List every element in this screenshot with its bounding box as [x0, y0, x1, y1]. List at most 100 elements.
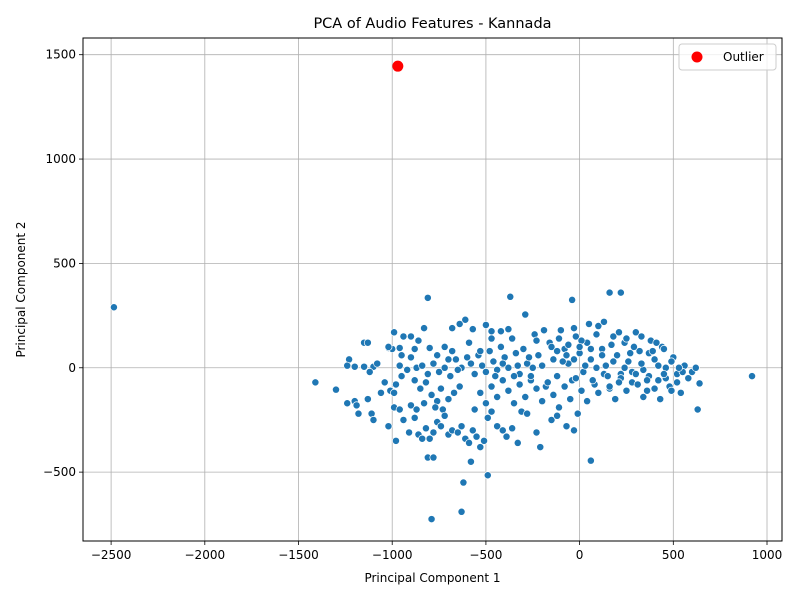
data-point: [667, 386, 676, 395]
data-point: [440, 411, 449, 420]
data-point: [674, 363, 683, 372]
data-point: [444, 395, 453, 404]
data-point: [377, 388, 385, 397]
data-point: [547, 342, 556, 351]
data-point: [418, 434, 427, 443]
data-point: [412, 405, 421, 414]
data-point: [384, 422, 393, 431]
data-point: [616, 288, 625, 297]
data-point: [534, 351, 543, 360]
data-point: [635, 347, 644, 356]
data-point: [586, 456, 595, 465]
data-point: [540, 326, 548, 335]
data-point: [594, 322, 603, 330]
data-point: [405, 428, 414, 437]
data-point: [498, 426, 507, 435]
data-point: [609, 332, 618, 341]
data-point: [659, 370, 668, 378]
data-point: [421, 378, 430, 387]
data-point: [352, 401, 361, 410]
data-point: [403, 365, 412, 374]
data-point: [487, 327, 496, 336]
data-point: [605, 382, 614, 391]
data-point: [693, 405, 702, 414]
data-point: [466, 457, 475, 466]
x-tick-label: −2500: [91, 548, 132, 562]
data-point: [536, 443, 545, 452]
data-point: [470, 370, 479, 378]
data-point: [493, 393, 502, 401]
y-axis-label: Principal Component 2: [14, 221, 28, 357]
data-point: [588, 376, 597, 385]
data-point: [433, 351, 442, 360]
data-point: [380, 378, 389, 387]
data-point: [504, 386, 513, 395]
data-point: [650, 384, 659, 393]
data-point: [586, 355, 595, 364]
data-point: [570, 426, 578, 435]
data-point: [392, 436, 400, 445]
data-point: [586, 345, 595, 353]
data-point: [498, 376, 507, 385]
data-point: [418, 361, 427, 370]
data-point: [652, 338, 661, 347]
data-point: [496, 327, 505, 336]
data-point: [481, 321, 490, 329]
data-point: [444, 355, 453, 364]
data-point: [555, 334, 563, 343]
data-point: [532, 428, 541, 437]
x-tick-label: −1000: [372, 548, 413, 562]
x-axis-ticks: −2500 −2000 −1500 −1000 −500 0 500 1000: [91, 541, 782, 562]
data-point: [558, 357, 567, 366]
data-point: [562, 422, 571, 431]
data-point: [450, 388, 459, 397]
data-point: [435, 367, 444, 376]
data-point: [643, 386, 652, 395]
data-point: [532, 384, 541, 393]
data-point: [555, 403, 563, 412]
data-point: [354, 409, 363, 418]
plot-frame: [82, 37, 783, 542]
data-point: [365, 367, 374, 376]
data-point: [420, 399, 429, 408]
data-point: [691, 363, 700, 372]
data-point: [360, 362, 369, 371]
data-point: [363, 395, 372, 404]
data-point: [476, 443, 485, 452]
x-tick-label: 0: [576, 548, 584, 562]
data-point: [453, 365, 462, 374]
data-point: [570, 324, 578, 333]
data-point: [568, 295, 577, 304]
data-point: [594, 388, 603, 397]
data-point: [601, 361, 610, 370]
data-point: [373, 359, 382, 368]
data-point: [485, 347, 494, 356]
data-point: [350, 362, 359, 371]
data-point: [406, 353, 415, 362]
data-point: [667, 357, 676, 366]
legend-marker-outlier: [691, 51, 703, 63]
y-tick-label: −500: [43, 465, 76, 479]
data-point: [571, 332, 580, 341]
data-point: [410, 345, 419, 353]
data-point: [397, 372, 406, 381]
data-point: [631, 328, 640, 337]
data-point: [461, 315, 470, 324]
data-point: [311, 378, 320, 387]
data-point: [410, 376, 419, 385]
data-point: [611, 395, 620, 404]
data-point: [620, 363, 629, 372]
data-point: [446, 372, 455, 381]
data-point: [414, 336, 423, 345]
y-tick-label: 500: [53, 256, 76, 270]
data-point: [613, 351, 622, 360]
data-point: [577, 386, 586, 395]
data-point: [343, 361, 352, 370]
data-point: [656, 395, 665, 404]
data-point: [425, 434, 434, 443]
y-axis-ticks: −500 0 500 1000 1500: [43, 48, 83, 479]
data-point: [659, 345, 668, 353]
data-point: [451, 355, 460, 364]
data-point: [581, 361, 590, 370]
